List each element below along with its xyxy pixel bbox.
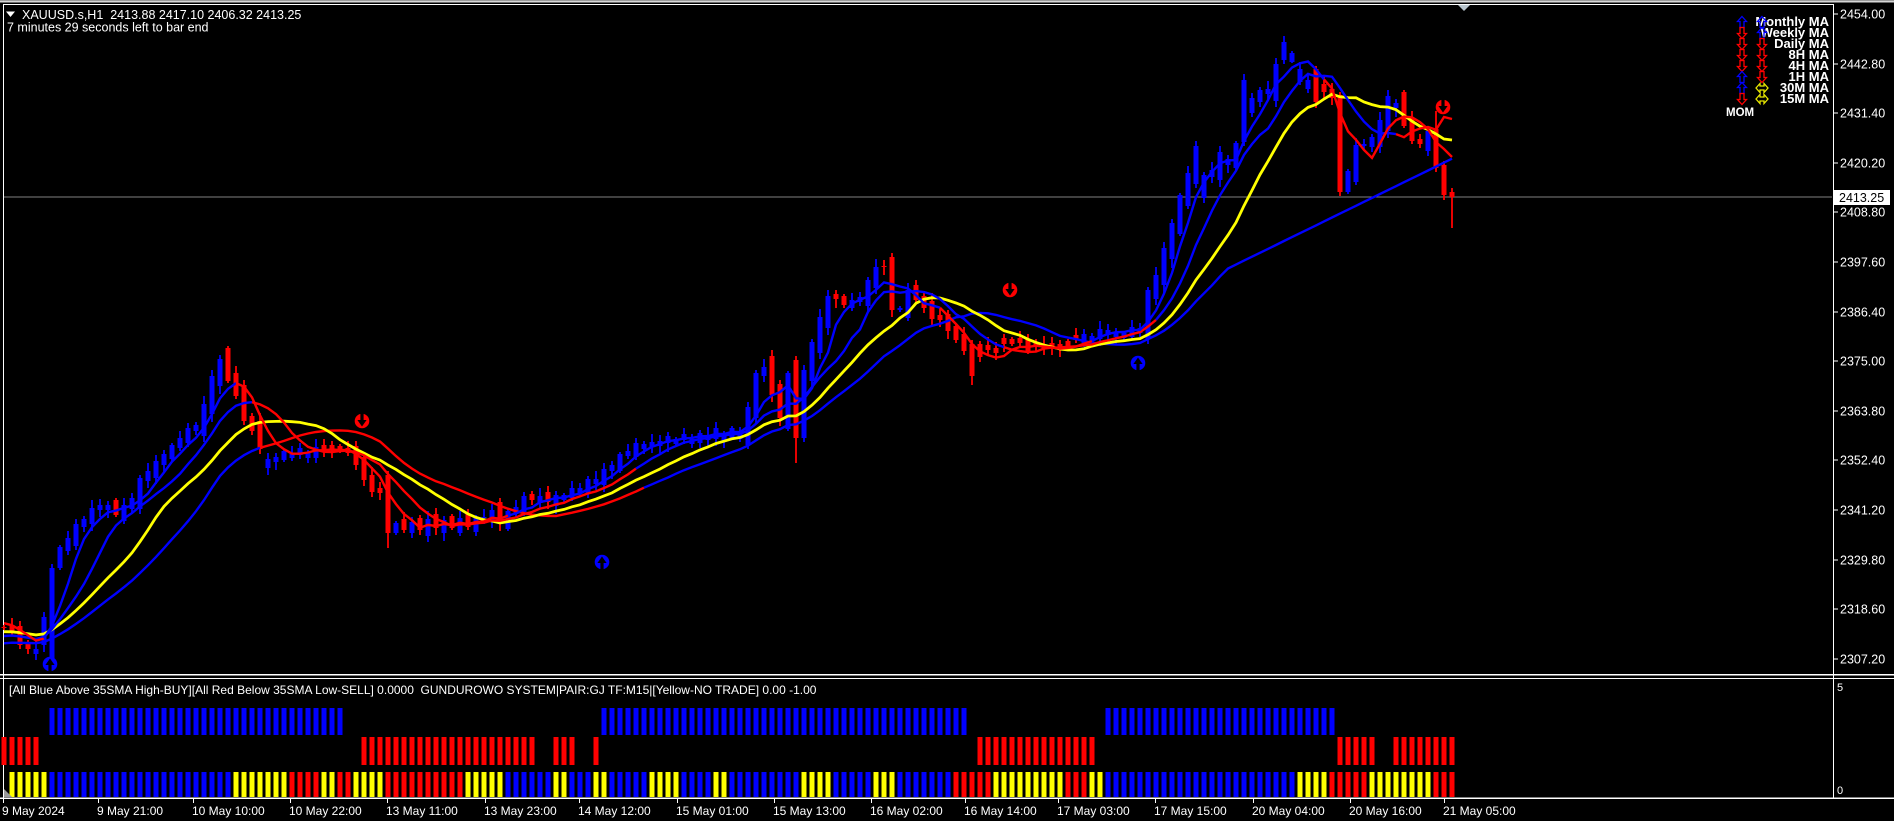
svg-text:0: 0 <box>1837 785 1843 797</box>
svg-text:2454.00: 2454.00 <box>1840 8 1885 22</box>
svg-text:2431.40: 2431.40 <box>1840 107 1885 121</box>
svg-text:9 May 2024: 9 May 2024 <box>2 804 65 818</box>
svg-text:8H MA: 8H MA <box>1789 47 1830 62</box>
svg-text:15 May 01:00: 15 May 01:00 <box>676 804 749 818</box>
svg-text:15M MA: 15M MA <box>1780 91 1830 106</box>
svg-text:2375.00: 2375.00 <box>1840 355 1885 369</box>
svg-text:13 May 23:00: 13 May 23:00 <box>484 804 557 818</box>
svg-text:10 May 10:00: 10 May 10:00 <box>192 804 265 818</box>
svg-text:20 May 04:00: 20 May 04:00 <box>1252 804 1325 818</box>
svg-text:9 May 21:00: 9 May 21:00 <box>97 804 163 818</box>
svg-text:[All Blue Above 35SMA High-BUY: [All Blue Above 35SMA High-BUY][All Red … <box>9 683 817 697</box>
svg-text:2420.20: 2420.20 <box>1840 157 1885 171</box>
svg-text:2352.40: 2352.40 <box>1840 454 1885 468</box>
svg-text:Daily MA: Daily MA <box>1774 36 1830 51</box>
svg-text:2307.20: 2307.20 <box>1840 653 1885 667</box>
svg-text:2397.60: 2397.60 <box>1840 256 1885 270</box>
svg-text:2363.80: 2363.80 <box>1840 405 1885 419</box>
svg-text:2413.25: 2413.25 <box>1839 191 1884 205</box>
svg-text:7 minutes 29 seconds left to b: 7 minutes 29 seconds left to bar end <box>7 21 209 35</box>
svg-text:XAUUSD.s,H1 2413.88 2417.10 2: XAUUSD.s,H1 2413.88 2417.10 2406.32 2413… <box>22 8 301 22</box>
svg-text:2442.80: 2442.80 <box>1840 58 1885 72</box>
svg-text:2408.80: 2408.80 <box>1840 206 1885 220</box>
svg-text:21 May 05:00: 21 May 05:00 <box>1443 804 1516 818</box>
svg-text:16 May 14:00: 16 May 14:00 <box>964 804 1037 818</box>
svg-text:14 May 12:00: 14 May 12:00 <box>578 804 651 818</box>
svg-text:16 May 02:00: 16 May 02:00 <box>870 804 943 818</box>
svg-text:Weekly MA: Weekly MA <box>1761 25 1830 40</box>
svg-text:20 May 16:00: 20 May 16:00 <box>1349 804 1422 818</box>
svg-text:30M MA: 30M MA <box>1780 80 1830 95</box>
svg-text:2386.40: 2386.40 <box>1840 306 1885 320</box>
svg-text:2329.80: 2329.80 <box>1840 554 1885 568</box>
svg-text:13 May 11:00: 13 May 11:00 <box>386 804 458 818</box>
svg-text:15 May 13:00: 15 May 13:00 <box>773 804 846 818</box>
svg-text:5: 5 <box>1837 682 1843 694</box>
svg-text:17 May 15:00: 17 May 15:00 <box>1154 804 1227 818</box>
svg-text:4H MA: 4H MA <box>1789 58 1830 73</box>
svg-text:1H MA: 1H MA <box>1789 69 1830 84</box>
svg-text:10 May 22:00: 10 May 22:00 <box>289 804 362 818</box>
svg-text:2318.60: 2318.60 <box>1840 603 1885 617</box>
svg-text:MOM: MOM <box>1726 107 1754 119</box>
svg-text:Monthly MA: Monthly MA <box>1755 14 1829 29</box>
svg-text:17 May 03:00: 17 May 03:00 <box>1057 804 1130 818</box>
svg-text:2341.20: 2341.20 <box>1840 504 1885 518</box>
